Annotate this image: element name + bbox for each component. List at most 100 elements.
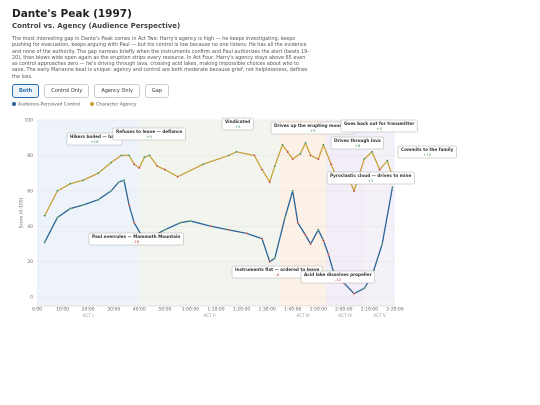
- act-label: ACT IV: [338, 313, 352, 318]
- chart: ACT I ACT II ACT III ACT IV ACT V 0 20 40 60 80 10…: [19, 117, 457, 318]
- act-label: ACT II: [204, 313, 216, 318]
- data-point: [132, 221, 136, 224]
- annotation-delta: +5: [235, 124, 241, 129]
- x-tick-label: 30:00: [107, 307, 120, 313]
- data-point: [391, 186, 394, 189]
- legend-label: Audience-Perceived Control: [18, 102, 81, 108]
- data-point: [317, 157, 320, 161]
- data-point: [273, 256, 277, 260]
- data-point: [143, 155, 146, 159]
- data-point: [201, 163, 205, 166]
- annotation-delta: +8: [355, 143, 361, 148]
- data-point: [386, 159, 389, 162]
- data-point: [163, 228, 167, 232]
- data-point: [209, 225, 213, 228]
- data-point: [68, 182, 72, 186]
- data-point: [227, 154, 231, 157]
- x-tick-label: 2:20:00: [386, 307, 403, 313]
- data-point: [370, 150, 374, 154]
- data-point: [43, 214, 46, 217]
- annotation-box: [340, 119, 418, 133]
- annotation-label: Goes back out for transmitter: [344, 121, 415, 126]
- y-tick-label: 0: [30, 295, 33, 301]
- x-tick-label: 2:10:00: [361, 307, 378, 313]
- annotation-delta: -12: [335, 277, 342, 282]
- data-point: [380, 242, 384, 246]
- x-tick-label: 0:00: [32, 307, 42, 313]
- data-point: [227, 228, 231, 232]
- data-point: [322, 239, 325, 242]
- annotation-label: Acid lake dissolves propeller: [304, 272, 373, 277]
- data-point: [117, 180, 121, 184]
- annotation-delta: +12: [423, 152, 432, 157]
- legend-swatch: [12, 102, 16, 106]
- y-tick-label: 40: [27, 224, 33, 230]
- annotation-label: Vindicated: [225, 119, 250, 124]
- data-point: [148, 154, 151, 157]
- annotation-box: [326, 171, 415, 185]
- data-point: [286, 150, 289, 154]
- data-point: [68, 207, 72, 210]
- data-point: [363, 287, 366, 290]
- button[interactable]: Both: [12, 84, 40, 98]
- legend: Audience-Perceived Control Character Age…: [12, 102, 136, 108]
- data-point: [43, 240, 46, 244]
- annotation: Goes back out for transmitter+5: [340, 119, 418, 133]
- x-tick-label: 50:00: [158, 307, 171, 313]
- button[interactable]: Control Only: [44, 84, 90, 98]
- data-point: [268, 180, 271, 184]
- legend-item: Audience-Perceived Control: [12, 102, 80, 108]
- x-tick-label: 2:00:00: [335, 307, 352, 313]
- annotation-box: [112, 127, 186, 141]
- y-tick-label: 20: [27, 259, 33, 265]
- data-point: [273, 164, 277, 168]
- x-tick-label: 40:00: [133, 307, 146, 313]
- annotation-box: [330, 136, 384, 150]
- button[interactable]: Gap: [144, 84, 170, 98]
- annotation-delta: +5: [146, 134, 152, 139]
- annotation-label: Drives up the erupting mountain: [274, 123, 351, 128]
- annotation-box: [300, 270, 375, 284]
- data-point: [132, 163, 136, 166]
- data-point: [155, 164, 159, 168]
- data-point: [176, 175, 179, 178]
- annotation-box: [397, 145, 457, 159]
- data-point: [309, 242, 312, 246]
- data-point: [122, 178, 126, 182]
- annotation-box: [221, 117, 254, 131]
- legend-swatch: [90, 102, 95, 106]
- data-point: [322, 143, 325, 147]
- annotation-delta: +5: [376, 126, 382, 131]
- data-point: [304, 233, 307, 237]
- y-tick-label: 80: [27, 153, 33, 159]
- data-point: [97, 198, 100, 201]
- x-tick-label: 1:40:00: [284, 307, 301, 313]
- x-tick-label: 1:30:00: [258, 307, 275, 313]
- annotation-label: Hikers boiled — hard: [70, 134, 119, 139]
- data-point: [260, 237, 264, 240]
- x-tick-label: 1:00:00: [182, 307, 199, 313]
- data-point: [317, 228, 320, 232]
- annotation: Acid lake dissolves propeller-12: [300, 270, 375, 284]
- legend-item: Character Agency: [90, 102, 136, 108]
- annotation: Pyroclastic cloud — drives to mine+3: [326, 171, 415, 185]
- annotation-delta: +5: [310, 128, 316, 133]
- y-tick-label: 60: [27, 188, 33, 194]
- act-label: ACT III: [296, 313, 309, 318]
- data-point: [260, 168, 264, 171]
- data-point: [127, 154, 131, 157]
- annotation-delta: -16: [133, 239, 140, 244]
- annotation: Commits to the family+12: [397, 145, 457, 159]
- data-point: [299, 152, 302, 155]
- annotation-label: Drives through lava: [334, 138, 381, 143]
- data-point: [120, 154, 123, 157]
- button[interactable]: Agency Only: [94, 84, 140, 98]
- data-point: [363, 157, 366, 161]
- x-tick-label: 1:10:00: [207, 307, 224, 313]
- data-point: [253, 154, 256, 157]
- description: The most interesting gap in Dante's Peak…: [12, 36, 309, 80]
- data-point: [109, 161, 113, 164]
- data-point: [163, 168, 167, 171]
- data-point: [281, 143, 284, 147]
